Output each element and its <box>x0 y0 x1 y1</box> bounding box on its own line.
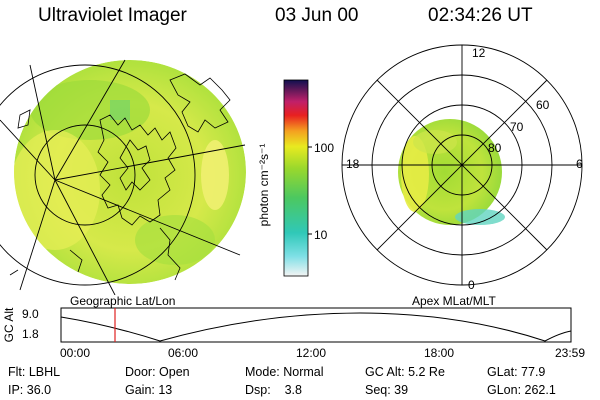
info-filter: Flt: LBHL <box>8 365 61 379</box>
mlt-label-6: 6 <box>576 157 583 171</box>
image-date: 03 Jun 00 <box>275 5 359 26</box>
altitude-plot <box>60 307 572 343</box>
colorbar-unit-label: photon cm⁻²s⁻¹ <box>257 143 271 227</box>
time-tick-1200: 12:00 <box>296 346 327 360</box>
orbit-altitude-curve <box>60 312 572 342</box>
info-door: Door: Open <box>125 365 190 379</box>
mlt-label-18: 18 <box>346 157 360 171</box>
coastline-overlay <box>9 73 231 281</box>
polar-caption: Apex MLat/MLT <box>412 294 496 308</box>
mlat-label-80: 80 <box>488 141 502 155</box>
mlat-label-70: 70 <box>510 120 524 134</box>
geographic-grid <box>0 59 246 295</box>
time-tick-1800: 18:00 <box>424 346 455 360</box>
polar-grid <box>341 44 583 286</box>
mlt-label-0: 0 <box>468 278 475 292</box>
altitude-ylabel: GC Alt <box>2 307 16 343</box>
mlat-label-60: 60 <box>536 98 550 112</box>
info-glat: GLat: 77.9 <box>487 365 546 379</box>
info-seq: Seq: 39 <box>365 383 409 397</box>
colorbar-tick-100: 100 <box>314 141 335 155</box>
info-mode: Mode: Normal <box>245 365 324 379</box>
colorbar-tick-10: 10 <box>314 228 328 242</box>
time-tick-2359: 23:59 <box>555 346 586 360</box>
altitude-ytick-min: 1.8 <box>22 327 39 341</box>
auroral-image-geographic <box>14 60 246 284</box>
info-dsp: Dsp: 3.8 <box>245 383 302 397</box>
info-ip: IP: 36.0 <box>8 383 52 397</box>
info-glon: GLon: 262.1 <box>487 383 556 397</box>
info-gc-alt: GC Alt: 5.2 Re <box>365 365 445 379</box>
image-time: 02:34:26 UT <box>428 5 533 26</box>
mlt-label-12: 12 <box>472 46 486 60</box>
auroral-image-polar <box>398 119 505 225</box>
geographic-image-panel <box>0 59 246 295</box>
instrument-title: Ultraviolet Imager <box>38 5 187 26</box>
geographic-caption: Geographic Lat/Lon <box>70 294 176 308</box>
polar-image-panel <box>341 44 583 286</box>
time-tick-0600: 06:00 <box>168 346 199 360</box>
info-gain: Gain: 13 <box>125 383 173 397</box>
colorbar <box>283 79 312 277</box>
altitude-ytick-max: 9.0 <box>22 307 39 321</box>
time-tick-0000: 00:00 <box>60 346 91 360</box>
